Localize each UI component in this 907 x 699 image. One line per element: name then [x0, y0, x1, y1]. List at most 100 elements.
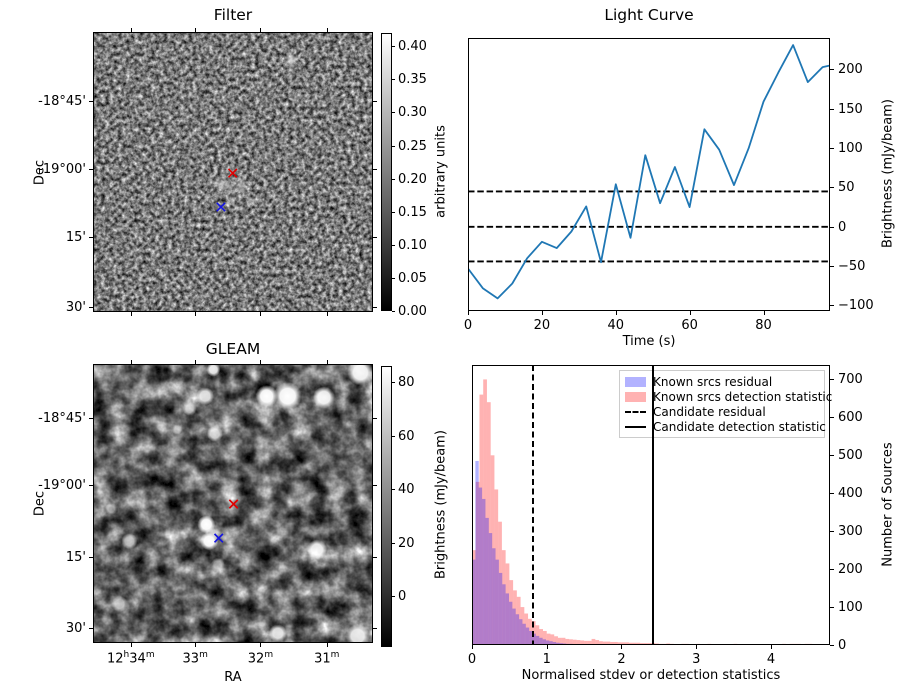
hist-bar-detection [703, 644, 708, 645]
hist-bar-detection [640, 643, 644, 645]
tick-mark [830, 148, 834, 150]
hist-bar-detection [729, 644, 734, 645]
red-x-marker [227, 168, 238, 178]
hist-bar-residual [525, 627, 530, 645]
hist-bar-detection [494, 489, 499, 645]
hist-bar-residual [569, 643, 573, 645]
gleam-colorbar-tick-label: 20 [398, 535, 415, 551]
brightness-tick-label: 200 [838, 62, 863, 78]
filter-colorbar-tick-label: 0.00 [398, 304, 427, 319]
hist-bar-detection [501, 550, 506, 645]
tick-mark [830, 531, 834, 533]
ra-tick-label: 33m [182, 650, 208, 667]
gleam-colorbar-tick-label: 80 [398, 375, 415, 391]
gleam-markers [213, 499, 239, 543]
hist-bar-detection [472, 550, 476, 645]
hist-bar-detection [759, 644, 764, 645]
hist-bar-residual [566, 643, 570, 645]
gleam-source-blob [172, 424, 182, 435]
filter-colorbar-label: arbitrary units [433, 125, 449, 218]
filter-colorbar-tick-label: 0.30 [398, 105, 427, 121]
tick-mark [830, 455, 834, 457]
hist-bar-detection [483, 379, 487, 645]
tick-mark [373, 237, 377, 239]
tick-mark [763, 311, 765, 315]
tick-mark [770, 645, 772, 649]
hist-bar-detection [688, 644, 693, 645]
time-tick-label: 80 [755, 318, 772, 333]
gleam-source-blob [196, 387, 214, 406]
hist-bar-residual [478, 487, 483, 645]
hist-bar-detection [744, 644, 749, 645]
hist-bar-detection [539, 629, 544, 645]
hist-bar-detection [546, 633, 551, 645]
hist-bar-detection [535, 625, 540, 645]
stat-tick-label: 2 [617, 652, 626, 667]
hist-bar-residual [542, 639, 546, 645]
ra-tick-label: 12h34m [107, 650, 155, 667]
tick-mark [830, 569, 834, 571]
stat-tick-label: 4 [766, 652, 776, 667]
hist-bar-detection [572, 639, 577, 645]
count-tick-label: 400 [838, 486, 863, 502]
hist-bar-detection [793, 643, 798, 645]
tick-mark [392, 277, 395, 279]
hist-bar-residual [556, 642, 560, 645]
hist-bar-residual [535, 635, 540, 645]
legend-label-known-detection: Known srcs detection statistic [653, 389, 833, 404]
gleam-colorbar-tick-label: 0 [398, 589, 407, 605]
hist-bar-detection [647, 643, 652, 645]
gleam-image [93, 364, 373, 643]
ra-tick-label: 31m [314, 650, 340, 667]
count-tick-label: 700 [838, 372, 863, 388]
count-tick-label: 200 [838, 562, 863, 578]
hist-bar-detection [778, 644, 783, 645]
time-tick-label: 60 [681, 318, 698, 333]
tick-mark [830, 493, 834, 495]
hist-bar-detection [662, 643, 667, 645]
hist-bar-detection [554, 636, 558, 645]
legend-label-candidate-detection: Candidate detection statistic [653, 419, 826, 434]
tick-mark [326, 312, 328, 316]
hist-bar-detection [528, 618, 532, 645]
tick-mark [621, 645, 623, 649]
legend-swatch-known-residual [625, 376, 646, 387]
hist-bar-residual [552, 641, 557, 645]
gleam-source-blob [347, 364, 373, 386]
hist-bar-residual [539, 637, 543, 645]
tick-mark [392, 382, 395, 384]
gleam-colorbar-label: Brightness (mJy/beam) [433, 430, 449, 579]
stat-tick-label: 1 [542, 652, 551, 667]
hist-bar-detection [800, 644, 805, 645]
tick-mark [468, 311, 469, 315]
hist-bar-detection [617, 642, 622, 645]
hist-bar-detection [509, 580, 514, 645]
stat-tick-label: 3 [692, 652, 701, 667]
tick-mark [830, 645, 834, 646]
gleam-source-blob [206, 364, 221, 377]
dec-tick-label: 30' [65, 299, 86, 315]
legend-dashed-line-sample [625, 410, 646, 413]
histogram-plot [472, 379, 816, 645]
hist-bar-residual [519, 619, 523, 645]
hist-bar-detection [696, 643, 700, 645]
tick-mark [392, 178, 395, 180]
hist-bar-detection [550, 634, 555, 645]
tick-mark [830, 607, 834, 609]
tick-mark [830, 266, 834, 268]
light-curve-xlabel: Time (s) [622, 334, 676, 349]
time-tick-label: 20 [533, 318, 551, 333]
tick-mark [392, 542, 395, 544]
hist-bar-residual [515, 614, 520, 645]
tick-mark [373, 627, 377, 629]
legend-label-candidate-residual: Candidate residual [653, 404, 766, 419]
gleam-source-blob [182, 401, 197, 416]
hist-bar-detection [490, 455, 495, 645]
time-tick-label: 40 [607, 318, 625, 333]
hist-bar-residual [485, 517, 489, 645]
hist-bar-detection [718, 644, 723, 645]
tick-mark [195, 643, 197, 647]
tick-mark [373, 485, 377, 487]
gleam-colorbar-tick-label: 40 [398, 482, 415, 498]
